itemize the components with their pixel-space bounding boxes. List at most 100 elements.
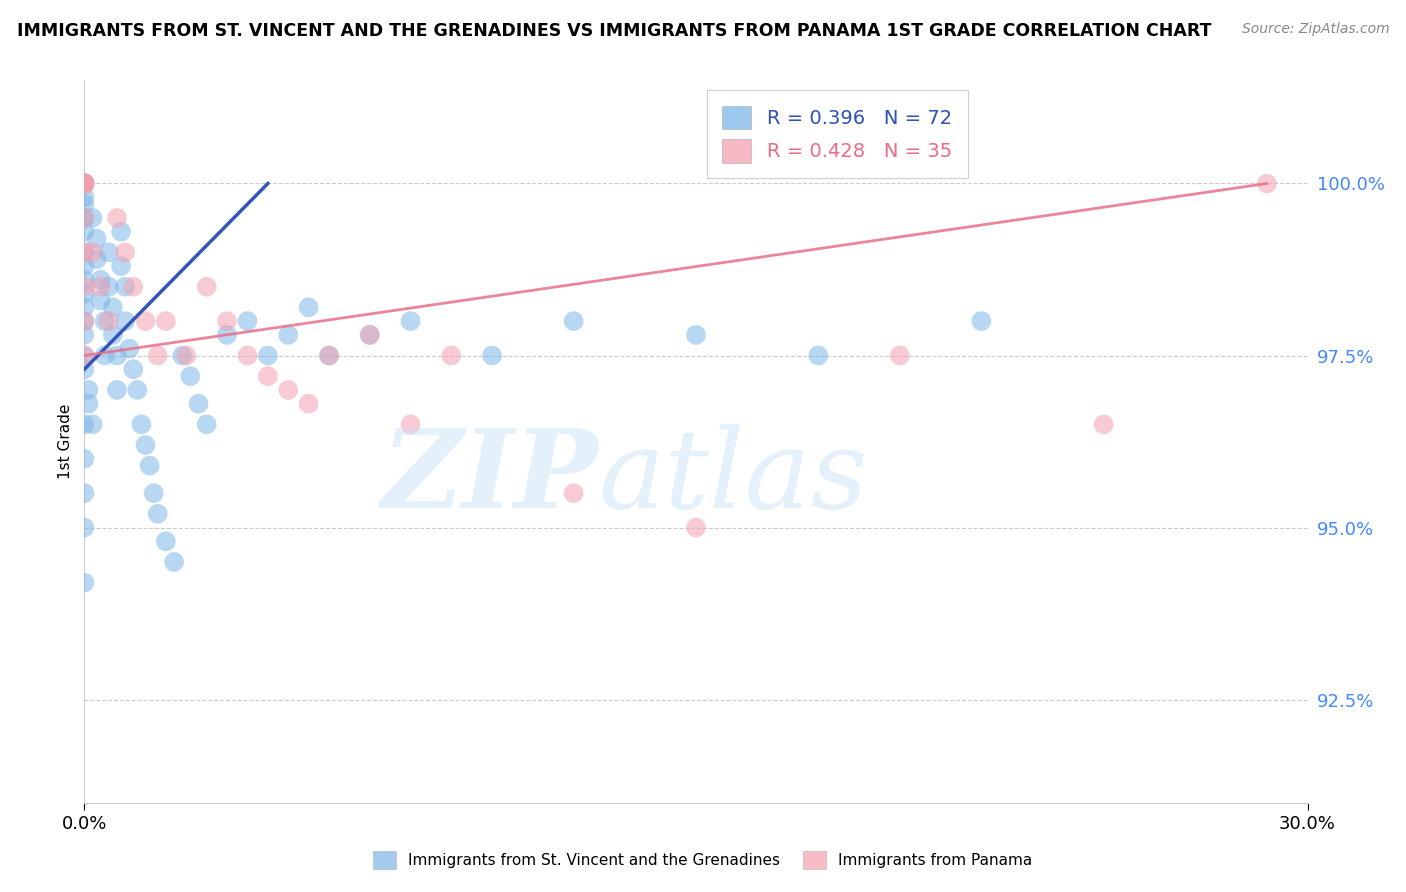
Point bbox=[685, 327, 707, 342]
Point bbox=[399, 417, 422, 432]
Point bbox=[73, 417, 96, 432]
Point bbox=[73, 177, 96, 191]
Point bbox=[97, 279, 120, 293]
Point bbox=[155, 534, 177, 549]
Point bbox=[277, 383, 299, 397]
Point bbox=[105, 349, 128, 363]
Point bbox=[257, 349, 280, 363]
Point bbox=[73, 177, 96, 191]
Point bbox=[73, 211, 96, 225]
Point bbox=[73, 349, 96, 363]
Point bbox=[73, 575, 96, 590]
Point bbox=[179, 369, 201, 384]
Point bbox=[73, 314, 96, 328]
Point bbox=[172, 349, 194, 363]
Y-axis label: 1st Grade: 1st Grade bbox=[58, 404, 73, 479]
Point bbox=[73, 279, 96, 293]
Point bbox=[807, 349, 830, 363]
Point bbox=[73, 327, 96, 342]
Point bbox=[82, 245, 104, 260]
Point bbox=[122, 362, 145, 376]
Text: IMMIGRANTS FROM ST. VINCENT AND THE GRENADINES VS IMMIGRANTS FROM PANAMA 1ST GRA: IMMIGRANTS FROM ST. VINCENT AND THE GREN… bbox=[17, 22, 1212, 40]
Point bbox=[105, 211, 128, 225]
Point bbox=[73, 190, 96, 204]
Point bbox=[73, 301, 96, 315]
Point bbox=[562, 486, 585, 500]
Point bbox=[73, 259, 96, 273]
Point bbox=[359, 327, 381, 342]
Point bbox=[73, 177, 96, 191]
Point bbox=[73, 177, 96, 191]
Point bbox=[217, 327, 239, 342]
Point bbox=[82, 211, 104, 225]
Point bbox=[187, 397, 209, 411]
Point bbox=[73, 451, 96, 466]
Point bbox=[73, 197, 96, 211]
Point bbox=[77, 397, 100, 411]
Point bbox=[359, 327, 381, 342]
Point bbox=[73, 177, 96, 191]
Point bbox=[73, 211, 96, 225]
Point bbox=[73, 177, 96, 191]
Point bbox=[298, 301, 321, 315]
Point bbox=[889, 349, 911, 363]
Point bbox=[101, 301, 124, 315]
Point bbox=[318, 349, 340, 363]
Text: atlas: atlas bbox=[598, 424, 868, 532]
Legend: Immigrants from St. Vincent and the Grenadines, Immigrants from Panama: Immigrants from St. Vincent and the Gren… bbox=[367, 845, 1039, 875]
Point bbox=[73, 177, 96, 191]
Point bbox=[1256, 177, 1278, 191]
Text: ZIP: ZIP bbox=[381, 424, 598, 532]
Point bbox=[122, 279, 145, 293]
Point bbox=[73, 177, 96, 191]
Point bbox=[195, 417, 218, 432]
Point bbox=[138, 458, 160, 473]
Point bbox=[73, 225, 96, 239]
Point bbox=[73, 177, 96, 191]
Point bbox=[146, 349, 169, 363]
Point bbox=[105, 383, 128, 397]
Point bbox=[73, 273, 96, 287]
Point bbox=[90, 293, 112, 308]
Point bbox=[127, 383, 149, 397]
Legend: R = 0.396   N = 72, R = 0.428   N = 35: R = 0.396 N = 72, R = 0.428 N = 35 bbox=[706, 90, 967, 178]
Point bbox=[685, 520, 707, 534]
Point bbox=[93, 314, 115, 328]
Point bbox=[97, 245, 120, 260]
Point bbox=[118, 342, 141, 356]
Point bbox=[562, 314, 585, 328]
Point bbox=[318, 349, 340, 363]
Point bbox=[257, 369, 280, 384]
Point bbox=[142, 486, 165, 500]
Point bbox=[131, 417, 153, 432]
Point bbox=[277, 327, 299, 342]
Point bbox=[93, 349, 115, 363]
Point bbox=[217, 314, 239, 328]
Point bbox=[114, 279, 136, 293]
Point bbox=[135, 438, 157, 452]
Point bbox=[73, 486, 96, 500]
Point bbox=[146, 507, 169, 521]
Point bbox=[440, 349, 463, 363]
Point bbox=[101, 327, 124, 342]
Point bbox=[236, 349, 259, 363]
Point bbox=[97, 314, 120, 328]
Point bbox=[73, 362, 96, 376]
Point bbox=[73, 177, 96, 191]
Point bbox=[86, 231, 108, 245]
Point bbox=[1092, 417, 1115, 432]
Point bbox=[73, 286, 96, 301]
Point bbox=[73, 520, 96, 534]
Point bbox=[481, 349, 503, 363]
Point bbox=[970, 314, 993, 328]
Point bbox=[399, 314, 422, 328]
Point bbox=[174, 349, 197, 363]
Point bbox=[155, 314, 177, 328]
Point bbox=[73, 177, 96, 191]
Point bbox=[82, 417, 104, 432]
Point bbox=[110, 259, 132, 273]
Point bbox=[73, 245, 96, 260]
Point bbox=[73, 177, 96, 191]
Point bbox=[298, 397, 321, 411]
Point bbox=[135, 314, 157, 328]
